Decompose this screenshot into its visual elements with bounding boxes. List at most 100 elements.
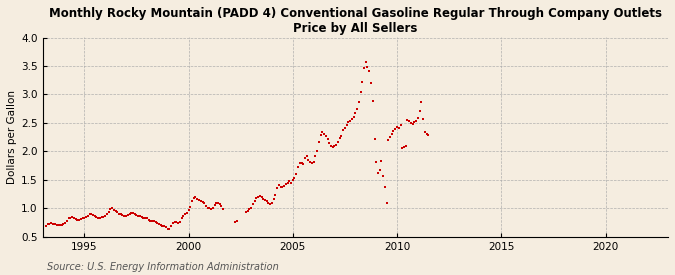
Point bbox=[112, 210, 123, 214]
Point bbox=[348, 114, 359, 119]
Point bbox=[252, 195, 263, 199]
Point bbox=[197, 200, 208, 204]
Point bbox=[230, 220, 241, 224]
Point bbox=[354, 100, 364, 104]
Point bbox=[151, 220, 161, 224]
Point bbox=[377, 174, 388, 178]
Point bbox=[232, 219, 242, 223]
Point bbox=[117, 213, 128, 217]
Point bbox=[122, 213, 133, 217]
Point bbox=[200, 204, 211, 208]
Point bbox=[204, 206, 215, 210]
Point bbox=[376, 159, 387, 163]
Point bbox=[398, 145, 409, 149]
Point bbox=[107, 206, 117, 210]
Point bbox=[406, 121, 416, 125]
Point bbox=[404, 119, 414, 123]
Point bbox=[194, 198, 205, 202]
Point bbox=[319, 131, 329, 136]
Point bbox=[182, 211, 192, 215]
Point bbox=[286, 180, 296, 185]
Point bbox=[268, 197, 279, 201]
Point bbox=[345, 119, 356, 123]
Point bbox=[343, 120, 354, 125]
Point bbox=[321, 134, 331, 138]
Point bbox=[136, 215, 147, 219]
Point bbox=[301, 154, 312, 159]
Point bbox=[188, 196, 199, 200]
Point bbox=[322, 137, 333, 142]
Point bbox=[145, 219, 156, 224]
Point bbox=[292, 165, 303, 169]
Point bbox=[44, 221, 55, 226]
Point bbox=[218, 207, 229, 211]
Point bbox=[272, 186, 283, 190]
Point bbox=[55, 223, 65, 227]
Point bbox=[70, 217, 81, 221]
Point bbox=[358, 66, 369, 70]
Point bbox=[74, 218, 84, 222]
Point bbox=[211, 201, 221, 205]
Point bbox=[61, 219, 72, 224]
Point bbox=[82, 213, 93, 218]
Point bbox=[192, 196, 202, 201]
Point bbox=[190, 195, 201, 200]
Point bbox=[240, 210, 251, 214]
Point bbox=[381, 200, 392, 205]
Point bbox=[124, 212, 135, 216]
Point bbox=[167, 221, 178, 225]
Point bbox=[312, 148, 323, 153]
Point bbox=[385, 135, 396, 139]
Point bbox=[88, 213, 99, 217]
Point bbox=[40, 224, 51, 228]
Point bbox=[260, 197, 271, 202]
Point bbox=[421, 132, 432, 136]
Point bbox=[395, 123, 406, 127]
Point bbox=[249, 199, 260, 203]
Point bbox=[254, 194, 265, 199]
Point bbox=[246, 206, 256, 210]
Point bbox=[327, 145, 338, 150]
Point bbox=[244, 207, 255, 211]
Point bbox=[130, 212, 140, 217]
Point bbox=[273, 183, 284, 188]
Point bbox=[261, 199, 272, 204]
Point bbox=[242, 209, 253, 213]
Point bbox=[334, 136, 345, 141]
Point bbox=[128, 211, 138, 216]
Point bbox=[207, 205, 218, 210]
Point bbox=[288, 178, 298, 183]
Point bbox=[277, 185, 288, 189]
Point bbox=[63, 216, 74, 221]
Point bbox=[215, 202, 225, 207]
Point bbox=[325, 144, 336, 148]
Point bbox=[84, 212, 95, 216]
Point bbox=[51, 222, 62, 227]
Point bbox=[289, 176, 300, 180]
Point bbox=[72, 218, 83, 222]
Point bbox=[169, 220, 180, 224]
Point bbox=[258, 196, 269, 201]
Point bbox=[77, 216, 88, 221]
Point bbox=[68, 216, 79, 221]
Point bbox=[126, 211, 136, 215]
Point bbox=[263, 200, 274, 205]
Point bbox=[119, 213, 130, 218]
Point bbox=[340, 126, 350, 130]
Point bbox=[251, 196, 262, 200]
Point bbox=[183, 208, 194, 212]
Point bbox=[65, 216, 76, 220]
Point bbox=[333, 139, 344, 144]
Point bbox=[113, 212, 124, 216]
Point bbox=[134, 214, 145, 218]
Point bbox=[336, 134, 347, 138]
Point bbox=[400, 144, 411, 148]
Point bbox=[187, 199, 198, 204]
Point bbox=[352, 107, 362, 111]
Point bbox=[91, 214, 102, 219]
Point bbox=[284, 179, 294, 183]
Point bbox=[346, 117, 357, 121]
Point bbox=[379, 185, 390, 189]
Point bbox=[178, 214, 189, 218]
Point bbox=[350, 111, 360, 116]
